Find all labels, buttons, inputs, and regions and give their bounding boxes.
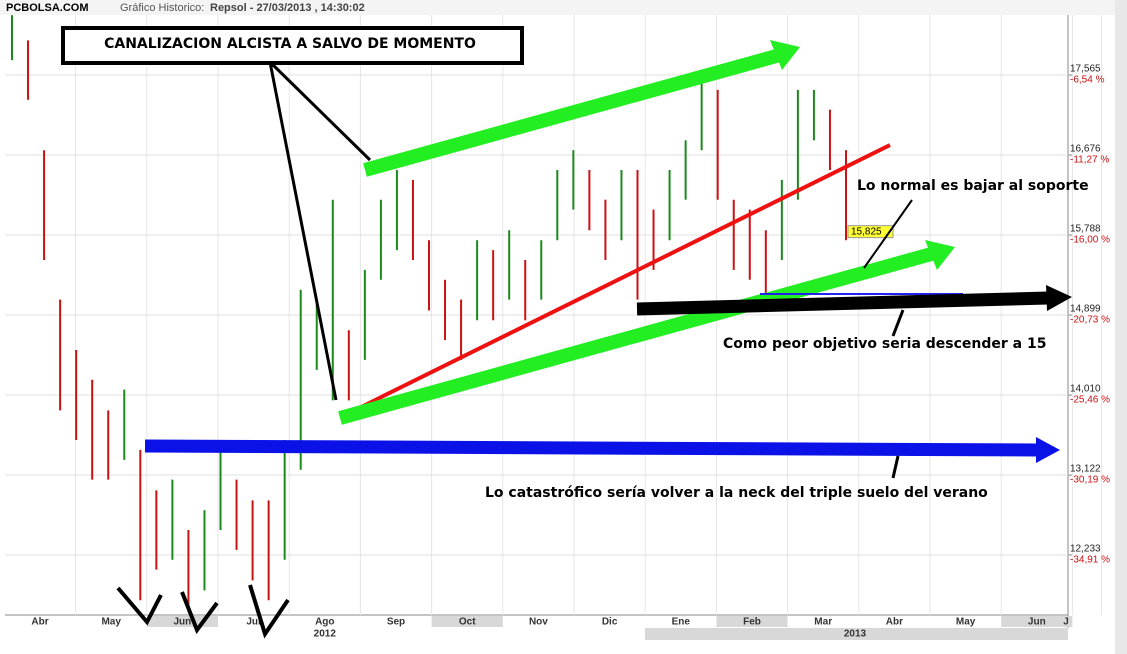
y2-tick-label: -30,19 % <box>1070 475 1110 486</box>
site-name: PCBOLSA.COM <box>6 2 89 14</box>
year-label: 2012 <box>314 629 337 640</box>
x-tick-label: Mar <box>814 617 832 628</box>
scroll-strip <box>1115 0 1127 654</box>
y-tick-label: 14,899 <box>1070 304 1101 315</box>
axis-band <box>1001 616 1073 627</box>
x-tick-label: Ago <box>315 617 334 628</box>
pointer <box>891 309 905 337</box>
x-tick-label: Dic <box>602 617 618 628</box>
x-tick-label: Sep <box>387 617 405 628</box>
x-tick-label: Jun <box>174 617 192 628</box>
arrow-head <box>1036 437 1060 463</box>
pointer <box>891 455 900 479</box>
y2-tick-label: -34,91 % <box>1070 555 1110 566</box>
target-arrow <box>636 291 1049 316</box>
pointer <box>268 61 338 401</box>
y2-tick-label: -25,46 % <box>1070 395 1110 406</box>
axis-band <box>716 616 788 627</box>
pointer <box>268 60 372 162</box>
header-label: Gráfico Historico: <box>120 2 204 14</box>
x-tick-label: Jun <box>1028 617 1046 628</box>
x-tick-label: May <box>101 617 121 628</box>
trend-line <box>344 143 891 417</box>
channel-arrow <box>363 48 782 177</box>
y-tick-label: 14,010 <box>1070 384 1101 395</box>
axis-band <box>146 616 218 627</box>
bottom-mark <box>248 584 290 639</box>
y-tick-label: 13,122 <box>1070 464 1101 475</box>
last-value-label: 15,825 <box>851 226 882 237</box>
x-tick-label: Abr <box>31 617 48 628</box>
y-tick-label: 17,565 <box>1070 64 1101 75</box>
x-tick-label: Oct <box>459 617 476 628</box>
arrow-head <box>925 240 955 270</box>
x-tick-label: Nov <box>529 617 548 628</box>
header-subtitle: Repsol - 27/03/2013 , 14:30:02 <box>210 2 365 14</box>
note-box <box>61 26 524 65</box>
axis-band <box>289 616 361 627</box>
arrow-head <box>1046 285 1072 311</box>
arrow-head <box>770 40 800 70</box>
axis-band <box>431 616 503 627</box>
bottom-mark <box>116 586 163 626</box>
y2-tick-label: -6,54 % <box>1070 75 1105 86</box>
x-tick-label: Feb <box>743 617 761 628</box>
note: Lo normal es bajar al soporte <box>857 178 1089 194</box>
note-title: CANALIZACION ALCISTA A SALVO DE MOMENTO <box>104 36 476 52</box>
annotations: CANALIZACION ALCISTA A SALVO DE MOMENTO … <box>61 26 1089 639</box>
year-label: 2013 <box>844 629 867 640</box>
pointer <box>863 199 913 269</box>
x-tick-label: Ene <box>672 617 691 628</box>
y-tick-label: 15,788 <box>1070 224 1101 235</box>
x-tick-label: Abr <box>886 617 903 628</box>
axis-band <box>574 616 646 627</box>
axis-band <box>4 616 76 627</box>
y-tick-label: 12,233 <box>1070 544 1101 555</box>
note: Lo catastrófico sería volver a la neck d… <box>485 485 988 501</box>
header-bar <box>0 0 1115 15</box>
note: Como peor objetivo seria descender a 15 <box>723 336 1047 352</box>
y2-tick-label: -16,00 % <box>1070 235 1110 246</box>
x-tick-label: J <box>1063 617 1069 628</box>
y2-tick-label: -11,27 % <box>1070 155 1109 166</box>
y-tick-label: 16,676 <box>1070 144 1101 155</box>
x-tick-label: Jul <box>246 617 261 628</box>
x-tick-label: May <box>956 617 976 628</box>
y2-tick-label: -20,73 % <box>1070 315 1110 326</box>
axis-band <box>858 616 930 627</box>
bottom-mark <box>180 591 219 635</box>
price-bars: 15,825 <box>11 15 894 611</box>
neck-arrow <box>144 439 1041 457</box>
axis-band <box>645 628 1068 640</box>
last-value-box <box>847 225 894 239</box>
channel-arrow <box>338 246 937 425</box>
